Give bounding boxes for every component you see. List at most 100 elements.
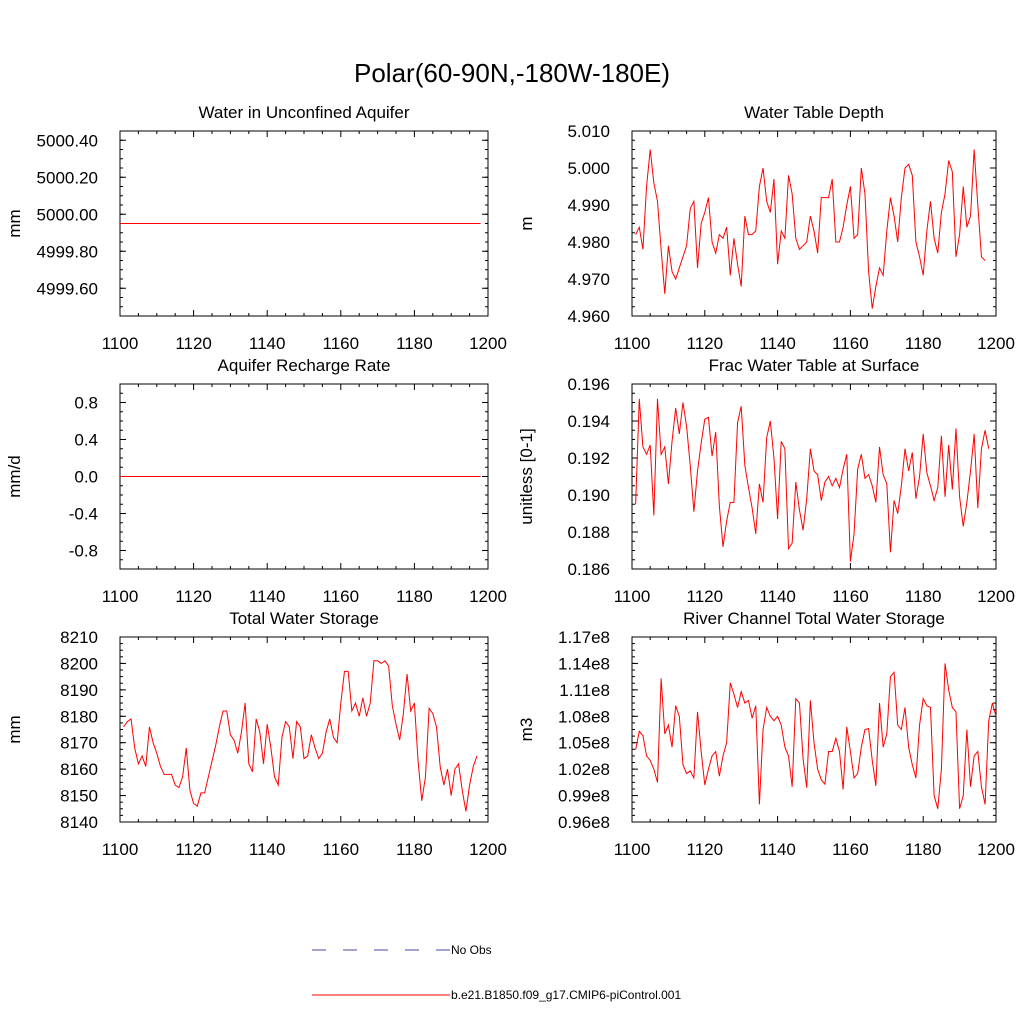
chart-panel: Water Table Depth m 1100 1120 1140 1160 1180 12… (517, 103, 1015, 353)
y-tick-label: 5000.00 (37, 205, 98, 224)
x-tick-label: 1180 (396, 334, 433, 353)
x-tick-label: 1140 (759, 334, 796, 353)
y-tick-label: 1.05e8 (558, 734, 610, 753)
x-tick-label: 1180 (396, 840, 433, 859)
x-tick-label: 1140 (759, 587, 796, 606)
y-tick-label: 0.196 (567, 375, 610, 394)
plot-frame (119, 636, 489, 823)
y-tick-label: 1.11e8 (559, 681, 610, 700)
series-line (635, 149, 986, 309)
x-tick-label: 1200 (469, 334, 507, 353)
y-tick-label: 0.194 (567, 412, 610, 431)
y-tick-label: 4.970 (567, 270, 610, 289)
y-axis-label: mm (5, 209, 24, 237)
chart-panel: River Channel Total Water Storage m3 1100 1… (517, 609, 1015, 859)
chart-title: Water Table Depth (744, 103, 884, 122)
y-tick-label: 1.14e8 (558, 654, 610, 673)
chart-panel: Aquifer Recharge Rate mm/d 1100 1120 1140 116… (5, 356, 507, 606)
y-tick-label: 0.188 (567, 523, 610, 542)
legend-model-label: b.e21.B1850.f09_g17.CMIP6-piControl.001 (451, 988, 681, 1002)
chart-panels: Water in Unconfined Aquifer mm 1100 1120 114… (5, 103, 1015, 859)
x-tick-label: 1140 (249, 840, 286, 859)
x-tick-label: 1120 (687, 334, 724, 353)
x-tick-label: 1160 (832, 334, 869, 353)
y-tick-label: 1.02e8 (558, 760, 610, 779)
y-tick-label: 4.990 (567, 196, 610, 215)
chart-title: Water in Unconfined Aquifer (198, 103, 409, 122)
y-tick-label: 0.186 (567, 560, 610, 579)
x-tick-label: 1200 (469, 587, 507, 606)
x-tick-label: 1140 (249, 587, 286, 606)
chart-title: Total Water Storage (229, 609, 379, 628)
y-tick-label: 8150 (60, 787, 98, 806)
y-tick-label: 0.8 (74, 394, 98, 413)
y-tick-label: 8160 (60, 760, 98, 779)
y-axis-label: mm/d (5, 455, 24, 498)
y-tick-label: 0.4 (74, 431, 98, 450)
chart-title: River Channel Total Water Storage (683, 609, 945, 628)
y-tick-label: 8190 (60, 681, 98, 700)
y-axis-label: unitless [0-1] (517, 428, 536, 524)
x-tick-label: 1160 (323, 840, 360, 859)
y-tick-label: 5000.20 (37, 168, 98, 187)
chart-title: Frac Water Table at Surface (709, 356, 920, 375)
x-tick-label: 1180 (905, 587, 942, 606)
y-tick-label: 8200 (60, 654, 98, 673)
legend-obs-label: No Obs (451, 943, 492, 957)
x-tick-label: 1180 (396, 587, 433, 606)
figure-title: Polar(60-90N,-180W-180E) (354, 58, 670, 88)
x-tick-label: 1100 (102, 840, 139, 859)
x-tick-label: 1120 (687, 840, 724, 859)
y-tick-label: -0.8 (69, 542, 98, 561)
x-tick-label: 1160 (832, 840, 869, 859)
x-tick-label: 1100 (614, 840, 651, 859)
series-line (635, 398, 990, 562)
x-tick-label: 1200 (977, 587, 1015, 606)
y-tick-label: 0.190 (567, 486, 610, 505)
y-tick-label: 8180 (60, 707, 98, 726)
x-tick-label: 1200 (977, 334, 1015, 353)
y-tick-label: 4999.80 (37, 242, 98, 261)
plot-frame (631, 383, 997, 570)
x-tick-label: 1120 (175, 840, 212, 859)
x-tick-label: 1120 (687, 587, 724, 606)
x-tick-label: 1100 (102, 587, 139, 606)
y-tick-label: 8210 (60, 628, 98, 647)
y-tick-label: 4999.60 (37, 279, 98, 298)
chart-title: Aquifer Recharge Rate (218, 356, 391, 375)
y-tick-label: 8170 (60, 734, 98, 753)
chart-panel: Frac Water Table at Surface unitless [0-1… (517, 356, 1015, 606)
x-tick-label: 1180 (905, 334, 942, 353)
y-tick-label: 0.0 (74, 468, 98, 487)
y-tick-label: 4.980 (567, 233, 610, 252)
chart-panel: Total Water Storage mm 1100 1120 1140 1160 118… (5, 609, 507, 859)
x-tick-label: 1120 (175, 587, 212, 606)
y-tick-label: 0.96e8 (558, 813, 610, 832)
series-line (123, 660, 478, 812)
y-tick-label: 0.99e8 (558, 787, 610, 806)
legend: No Obs b.e21.B1850.f09_g17.CMIP6-piContr… (312, 943, 681, 1002)
y-tick-label: 5.000 (567, 159, 610, 178)
x-tick-label: 1120 (175, 334, 212, 353)
y-tick-label: 1.17e8 (558, 628, 610, 647)
x-tick-label: 1140 (759, 840, 796, 859)
y-axis-label: mm (5, 715, 24, 743)
y-tick-label: 0.192 (567, 449, 610, 468)
series-line (635, 663, 997, 809)
x-tick-label: 1180 (905, 840, 942, 859)
x-tick-label: 1200 (469, 840, 507, 859)
chart-panel: Water in Unconfined Aquifer mm 1100 1120 114… (5, 103, 507, 353)
x-tick-label: 1160 (323, 587, 360, 606)
y-tick-label: -0.4 (69, 505, 98, 524)
x-tick-label: 1140 (249, 334, 286, 353)
x-tick-label: 1100 (614, 587, 651, 606)
x-tick-label: 1160 (832, 587, 869, 606)
x-tick-label: 1200 (977, 840, 1015, 859)
y-tick-label: 1.08e8 (558, 707, 610, 726)
plot-frame (631, 130, 997, 317)
y-tick-label: 5000.40 (37, 131, 98, 150)
plot-frame (631, 636, 997, 823)
x-tick-label: 1100 (102, 334, 139, 353)
x-tick-label: 1160 (323, 334, 360, 353)
